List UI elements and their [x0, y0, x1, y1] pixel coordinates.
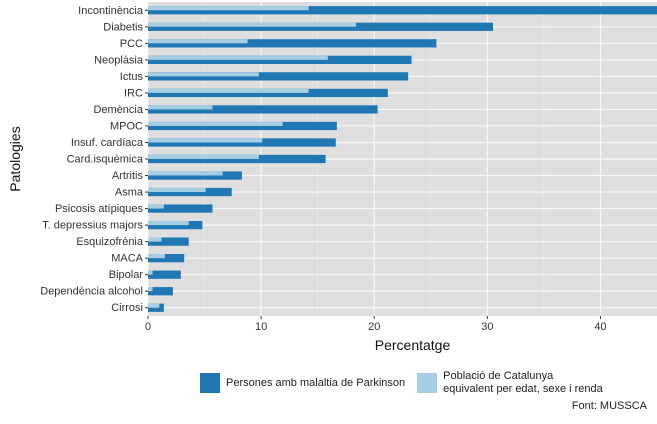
- legend-label-catalunya: Població de Catalunya equivalent per eda…: [443, 370, 603, 395]
- y-axis-title: Patologies: [7, 126, 23, 191]
- x-tick-label: 0: [145, 321, 151, 333]
- y-tick-label: Bipolar: [109, 269, 144, 281]
- bar-catalunya: [148, 204, 164, 209]
- x-axis: 0 10 20 30 40: [145, 316, 607, 333]
- y-tick-label: MACA: [111, 253, 143, 265]
- source-note: Font: MUSSCA: [571, 400, 647, 412]
- legend-swatch-catalunya: [417, 373, 438, 393]
- bar-catalunya: [148, 171, 223, 176]
- bar-catalunya: [148, 55, 328, 60]
- legend-label-parkinson: Persones amb malaltia de Parkinson: [226, 376, 406, 389]
- y-tick-label: IRC: [124, 87, 143, 99]
- y-tick-label: PCC: [120, 38, 143, 50]
- bar-catalunya: [148, 220, 189, 226]
- y-tick-label: Artritis: [112, 170, 144, 182]
- y-tick-label: MPOC: [110, 120, 143, 132]
- bar-catalunya: [148, 121, 283, 126]
- bar-catalunya: [148, 138, 263, 143]
- bar-parkinson: [148, 6, 657, 15]
- bar-parkinson: [148, 121, 337, 131]
- bar-catalunya: [148, 237, 162, 242]
- bar-catalunya: [148, 105, 213, 110]
- y-tick-label: Asma: [115, 187, 144, 199]
- bar-parkinson: [148, 254, 185, 263]
- bar-parkinson: [148, 105, 378, 114]
- y-tick-label: Esquizofrènia: [76, 236, 144, 248]
- bars: [148, 6, 657, 312]
- bar-catalunya: [148, 72, 259, 77]
- x-tick-label: 30: [481, 321, 493, 333]
- bar-catalunya: [148, 6, 309, 11]
- y-tick-label: Psicosis atípiques: [55, 203, 144, 215]
- y-tick-label: T. depressius majors: [42, 220, 143, 232]
- y-tick-label: Diabetis: [103, 21, 143, 33]
- bar-parkinson: [148, 39, 437, 48]
- legend-item-parkinson: Persones amb malaltia de Parkinson: [200, 373, 405, 393]
- x-axis-title: Percentatge: [375, 337, 451, 353]
- bar-parkinson: [148, 237, 189, 246]
- bar-catalunya: [148, 154, 259, 159]
- bar-catalunya: [148, 254, 165, 259]
- y-tick-label: Cirrosi: [111, 302, 143, 314]
- x-tick-label: 20: [368, 321, 380, 333]
- bar-parkinson: [148, 287, 173, 296]
- y-tick-label: Neoplàsia: [94, 54, 144, 66]
- legend-item-catalunya: Població de Catalunya equivalent per eda…: [417, 370, 603, 396]
- y-tick-label: Card.isquèmica: [67, 154, 144, 166]
- bar-catalunya: [148, 39, 248, 44]
- y-tick-label: Incontinència: [78, 5, 144, 17]
- y-tick-label: Dependència alcohol: [40, 286, 143, 298]
- bar-catalunya: [148, 303, 160, 308]
- bar-catalunya: [148, 287, 153, 292]
- y-axis: Incontinència Diabetis PCC Neoplàsia Ictus IR…: [40, 5, 148, 314]
- legend-swatch-parkinson: [200, 373, 220, 393]
- y-tick-label: Ictus: [120, 71, 144, 83]
- x-tick-label: 10: [255, 321, 267, 333]
- y-tick-label: Demència: [93, 104, 143, 116]
- legend: Persones amb malaltia de Parkinson Pobla…: [200, 370, 603, 396]
- bar-catalunya: [148, 270, 153, 275]
- bar-parkinson: [148, 270, 181, 279]
- bar-parkinson: [148, 88, 388, 98]
- bar-catalunya: [148, 187, 206, 193]
- bar-parkinson: [148, 204, 213, 213]
- bar-catalunya: [148, 88, 309, 93]
- x-tick-label: 40: [594, 321, 606, 333]
- bar-catalunya: [148, 22, 357, 27]
- y-tick-label: Insuf. cardíaca: [71, 137, 144, 149]
- bar-parkinson: [148, 72, 409, 81]
